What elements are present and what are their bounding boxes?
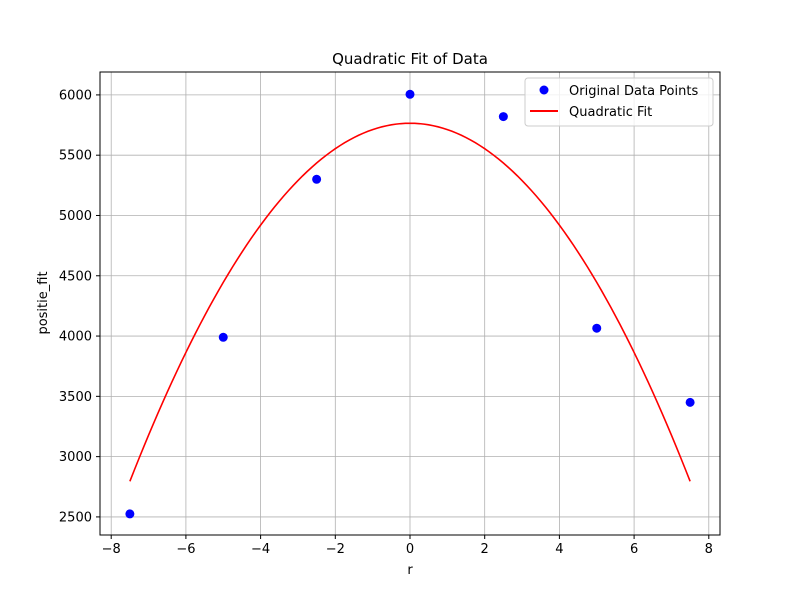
y-axis-ticks: 2500 3000 3500 4000 4500 5000 5500 6000 xyxy=(59,88,100,525)
y-tick-label: 3000 xyxy=(59,450,92,465)
y-tick-label: 6000 xyxy=(59,88,92,103)
x-tick-label: 6 xyxy=(630,542,638,557)
chart-title: Quadratic Fit of Data xyxy=(332,50,488,68)
y-tick-label: 4000 xyxy=(59,330,92,345)
x-tick-label: −2 xyxy=(326,542,345,557)
legend-box xyxy=(524,77,714,127)
data-point xyxy=(405,89,415,99)
x-axis-ticks: −8 −6 −4 −2 0 2 4 6 8 xyxy=(102,535,713,557)
x-tick-label: 2 xyxy=(481,542,489,557)
x-tick-label: 8 xyxy=(705,542,713,557)
x-tick-label: 0 xyxy=(406,542,414,557)
data-point xyxy=(592,323,602,333)
grid-layer xyxy=(100,72,720,535)
x-tick-label: −4 xyxy=(251,542,270,557)
y-tick-label: 3500 xyxy=(59,390,92,405)
y-tick-label: 5500 xyxy=(59,149,92,164)
x-tick-label: 4 xyxy=(555,542,563,557)
y-axis-label: positie_fit xyxy=(36,271,51,334)
legend-label-original-data: Original Data Points xyxy=(569,84,698,99)
x-axis-label: r xyxy=(407,563,413,578)
fit-layer xyxy=(129,122,691,482)
legend-marker-original-data xyxy=(539,85,549,95)
y-tick-label: 2500 xyxy=(59,510,92,525)
y-tick-label: 5000 xyxy=(59,209,92,224)
legend-label-quadratic-fit: Quadratic Fit xyxy=(569,105,652,120)
data-point xyxy=(125,509,135,519)
data-point xyxy=(685,397,695,407)
data-point xyxy=(498,112,508,122)
quadratic-fit-line xyxy=(129,122,691,482)
data-point xyxy=(218,332,228,342)
x-tick-label: −8 xyxy=(102,542,121,557)
y-tick-label: 4500 xyxy=(59,269,92,284)
legend: Original Data Points Quadratic Fit xyxy=(524,77,714,127)
data-point xyxy=(312,174,322,184)
x-tick-label: −6 xyxy=(176,542,195,557)
points-layer xyxy=(125,89,695,519)
